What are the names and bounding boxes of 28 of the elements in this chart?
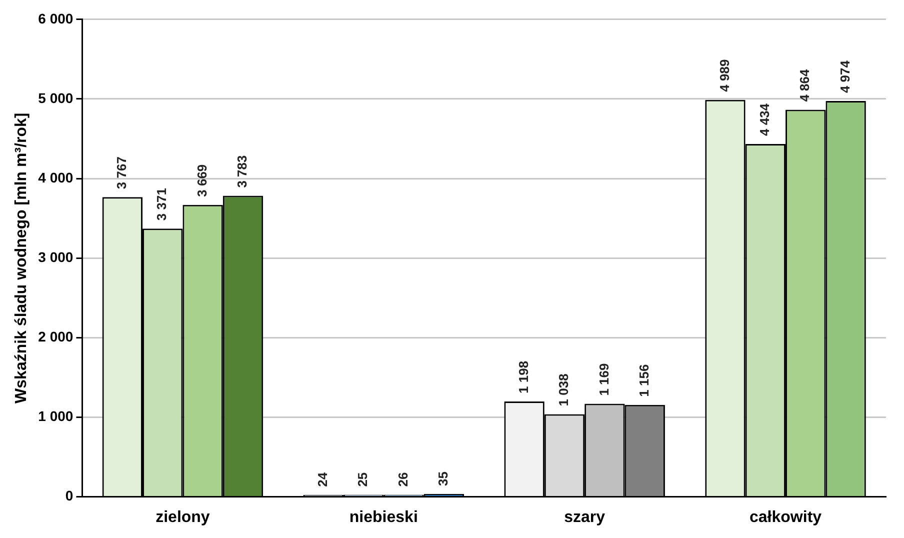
data-label: 1 198	[516, 360, 531, 394]
y-tick-label: 1 000	[38, 408, 74, 424]
data-label: 3 767	[114, 156, 129, 190]
data-label: 24	[314, 472, 330, 487]
data-label: 3 669	[194, 164, 210, 197]
data-label: 3 783	[234, 155, 250, 188]
x-tick-label: całkowity	[750, 508, 822, 526]
data-label: 4 974	[837, 60, 852, 94]
data-label: 1 038	[556, 374, 572, 406]
y-tick-label: 0	[65, 488, 74, 504]
y-tick-label: 2 000	[38, 328, 74, 345]
y-axis-title: Wskaźnik śladu wodnego [mln m³/rok]	[13, 112, 30, 404]
y-tick-label: 6 000	[38, 10, 74, 26]
y-tick-label: 3 000	[38, 248, 74, 265]
data-label: 4 989	[716, 59, 732, 92]
data-label: 35	[436, 472, 451, 486]
data-label: 4 864	[797, 68, 812, 102]
y-tick-label: 5 000	[38, 90, 74, 106]
data-label: 26	[395, 472, 410, 487]
data-label: 1 169	[596, 363, 612, 396]
x-tick-label: zielony	[156, 508, 210, 526]
y-tick-label: 4 000	[38, 169, 74, 186]
data-label: 3 371	[154, 188, 170, 221]
x-tick-label: niebieski	[349, 508, 418, 526]
data-label: 25	[355, 472, 370, 487]
data-label: 1 156	[636, 364, 652, 397]
x-tick-label: szary	[564, 508, 606, 526]
data-label: 4 434	[757, 102, 772, 136]
